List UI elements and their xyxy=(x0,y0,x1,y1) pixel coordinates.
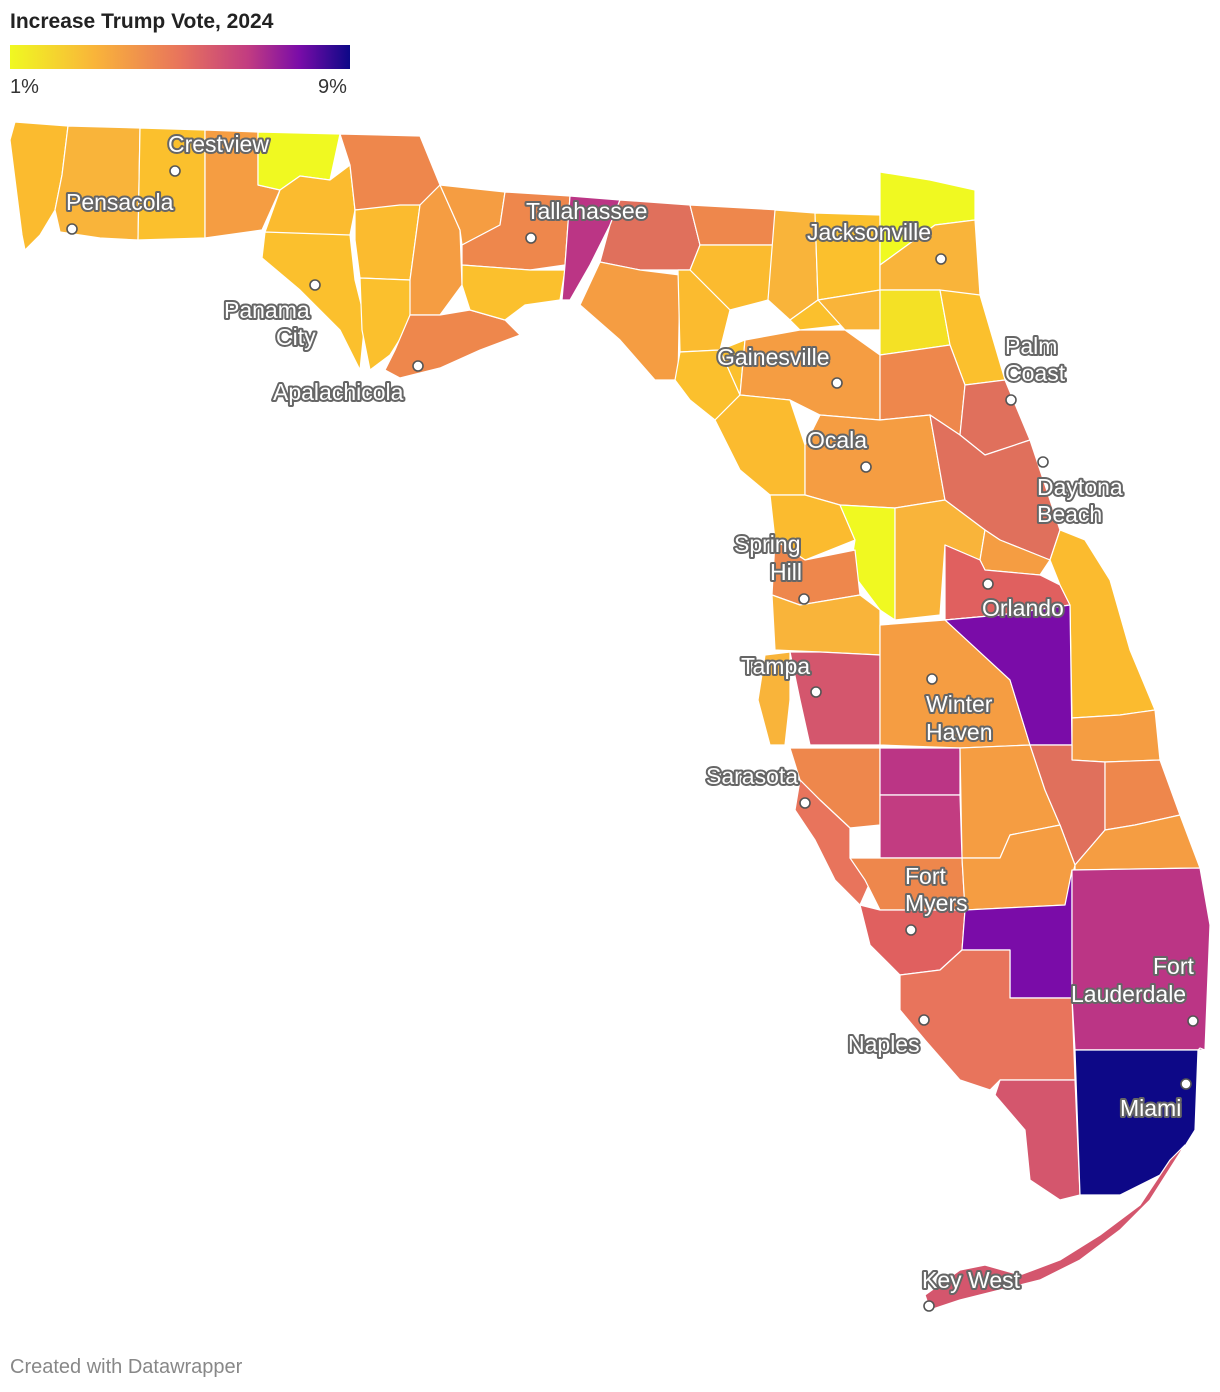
county-bay[interactable] xyxy=(261,231,366,371)
city-label-miami: Miami xyxy=(1120,1095,1181,1121)
city-label-panama-city-2: City xyxy=(276,324,316,350)
county-taylor[interactable] xyxy=(579,261,681,381)
city-label-fort-myers-2: Myers xyxy=(905,890,968,916)
county-shapes xyxy=(9,121,1211,1311)
city-label-palm-coast-1: Palm xyxy=(1005,333,1057,359)
city-dot-panama-city[interactable] xyxy=(309,279,321,291)
city-label-key-west: Key West xyxy=(922,1267,1021,1293)
city-label-fort-myers-1: Fort xyxy=(905,863,947,889)
city-label-winter-haven-1: Winter xyxy=(926,691,993,717)
city-dot-sarasota[interactable] xyxy=(799,797,811,809)
county-pasco[interactable] xyxy=(771,594,881,656)
city-label-naples: Naples xyxy=(848,1031,920,1057)
county-jackson[interactable] xyxy=(339,133,441,211)
county-monroe[interactable] xyxy=(994,1079,1081,1201)
city-dot-fort-myers[interactable] xyxy=(905,924,917,936)
city-dot-winter-haven[interactable] xyxy=(926,673,938,685)
legend-max-label: 9% xyxy=(318,76,347,98)
city-label-pensacola: Pensacola xyxy=(66,189,174,215)
city-label-tallahassee: Tallahassee xyxy=(526,198,647,224)
county-santa-rosa[interactable] xyxy=(54,125,141,241)
city-label-palm-coast-2: Coast xyxy=(1005,360,1066,386)
city-label-spring-hill-1: Spring xyxy=(734,531,800,557)
city-dot-naples[interactable] xyxy=(918,1014,930,1026)
city-label-daytona-beach-2: Beach xyxy=(1037,501,1102,527)
city-dot-ocala[interactable] xyxy=(860,461,872,473)
city-dot-gainesville[interactable] xyxy=(831,377,843,389)
city-dot-fort-lauderdale[interactable] xyxy=(1187,1015,1199,1027)
city-label-daytona-beach-1: Daytona xyxy=(1037,474,1123,500)
county-clay[interactable] xyxy=(879,289,951,356)
city-dot-daytona-beach[interactable] xyxy=(1037,456,1049,468)
city-markers: Crestview Pensacola Tallahassee Jacksonv… xyxy=(64,129,1199,1312)
city-label-winter-haven-2: Haven xyxy=(926,719,992,745)
city-label-fort-lauderdale-1: Fort xyxy=(1153,953,1195,979)
city-label-sarasota: Sarasota xyxy=(706,763,798,789)
county-wakulla[interactable] xyxy=(461,264,566,321)
city-label-panama-city-1: Panama xyxy=(224,297,310,323)
map-title: Increase Trump Vote, 2024 xyxy=(10,10,274,33)
city-label-crestview: Crestview xyxy=(168,131,269,157)
city-dot-crestview[interactable] xyxy=(169,165,181,177)
county-hamilton[interactable] xyxy=(689,204,781,246)
city-dot-tallahassee[interactable] xyxy=(525,232,537,244)
city-dot-miami[interactable] xyxy=(1180,1078,1192,1090)
city-dot-palm-coast[interactable] xyxy=(1005,394,1017,406)
county-hardee[interactable] xyxy=(879,747,961,796)
city-dot-tampa[interactable] xyxy=(810,686,822,698)
county-indian-river[interactable] xyxy=(1071,709,1161,763)
county-miami-dade[interactable] xyxy=(1074,1049,1199,1196)
city-label-tampa: Tampa xyxy=(741,653,810,679)
county-calhoun[interactable] xyxy=(354,204,421,281)
county-suwannee[interactable] xyxy=(689,244,776,311)
city-dot-spring-hill[interactable] xyxy=(798,593,810,605)
city-dot-key-west[interactable] xyxy=(923,1300,935,1312)
legend-gradient-bar xyxy=(10,45,350,69)
city-label-orlando: Orlando xyxy=(982,595,1064,621)
city-dot-jacksonville[interactable] xyxy=(935,253,947,265)
city-label-apalachicola: Apalachicola xyxy=(273,379,404,405)
city-label-fort-lauderdale-2: Lauderdale xyxy=(1071,981,1186,1007)
legend-min-label: 1% xyxy=(10,76,39,98)
city-dot-pensacola[interactable] xyxy=(66,223,78,235)
county-lafayette[interactable] xyxy=(677,269,731,353)
city-dot-orlando[interactable] xyxy=(982,578,994,590)
city-label-gainesville: Gainesville xyxy=(717,344,830,370)
city-dot-apalachicola[interactable] xyxy=(412,360,424,372)
city-label-ocala: Ocala xyxy=(807,427,867,453)
city-label-spring-hill-2: Hill xyxy=(770,559,802,585)
city-label-jacksonville: Jacksonville xyxy=(807,219,931,245)
county-levy[interactable] xyxy=(714,394,806,496)
county-desoto[interactable] xyxy=(879,794,963,859)
datawrapper-credit[interactable]: Created with Datawrapper xyxy=(10,1356,243,1378)
